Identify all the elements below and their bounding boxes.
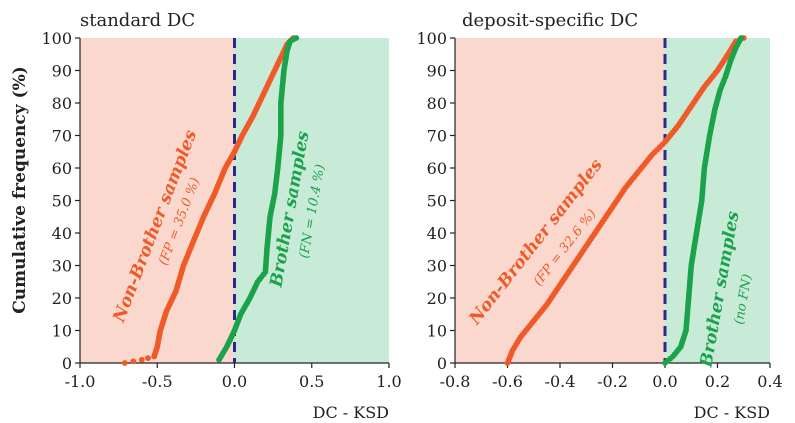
y-axis: 0 10 20 30 40 50 60 70 80 90 100 [41,29,81,373]
y-tick-label: 50 [52,192,72,211]
y-tick-label: 20 [52,289,72,308]
y-tick-label: 90 [427,62,447,81]
y-tick-label: 10 [52,322,72,341]
y-tick-label: 40 [427,224,447,243]
y-tick-label: 90 [52,62,72,81]
data-point [138,356,145,363]
x-tick-label: -0.4 [545,372,576,391]
y-tick-label: 60 [427,159,447,178]
data-point [738,35,745,41]
y-tick-label: 0 [437,354,447,373]
y-tick-label: 70 [427,127,447,146]
y-axis: 0 10 20 30 40 50 60 70 80 90 100 [416,29,456,373]
x-axis: -1.0 -0.5 0.0 0.5 1.0 [65,362,402,391]
data-point [121,360,128,366]
x-tick-label: -0.8 [440,372,471,391]
series-brother [216,35,300,363]
x-axis: -0.8 -0.6 -0.4 -0.2 0.0 0.2 0.4 [440,362,783,391]
x-tick-label: -1.0 [65,372,96,391]
x-tick-label: 0.0 [222,372,247,391]
y-tick-label: 60 [52,159,72,178]
data-point [130,358,137,365]
x-tick-label: 0.5 [299,372,324,391]
y-tick-label: 80 [427,94,447,113]
x-axis-label: DC - KSD [313,403,389,422]
y-tick-label: 80 [52,94,72,113]
series-brother [662,35,745,366]
x-tick-label: 0.2 [705,372,730,391]
fp-region [455,38,665,363]
y-tick-label: 100 [416,29,447,48]
y-tick-label: 30 [427,257,447,276]
x-tick-label: -0.2 [597,372,628,391]
series-non-brother [121,35,297,366]
y-tick-label: 30 [52,257,72,276]
data-point [293,35,300,41]
x-tick-label: -0.5 [142,372,173,391]
x-tick-label: 0.0 [652,372,677,391]
y-tick-label: 50 [427,192,447,211]
y-tick-label: 0 [62,354,72,373]
panel-title: standard DC [80,10,195,31]
y-tick-label: 40 [52,224,72,243]
panel-deposit-specific-dc: deposit-specific DC 0 10 20 30 40 50 60 70 80 90 1… [416,10,782,422]
y-tick-label: 10 [427,322,447,341]
x-axis-label: DC - KSD [694,403,770,422]
y-axis-label: Cumulative frequency (%) [10,66,30,314]
data-point [145,355,151,362]
y-tick-label: 100 [41,29,72,48]
panel-title: deposit-specific DC [462,10,638,31]
x-tick-label: 1.0 [376,372,401,391]
x-tick-label: 0.4 [757,372,782,391]
fn-region [234,38,389,363]
x-tick-label: -0.6 [492,372,523,391]
series-non-brother [504,35,747,366]
y-tick-label: 20 [427,289,447,308]
y-tick-label: 70 [52,127,72,146]
